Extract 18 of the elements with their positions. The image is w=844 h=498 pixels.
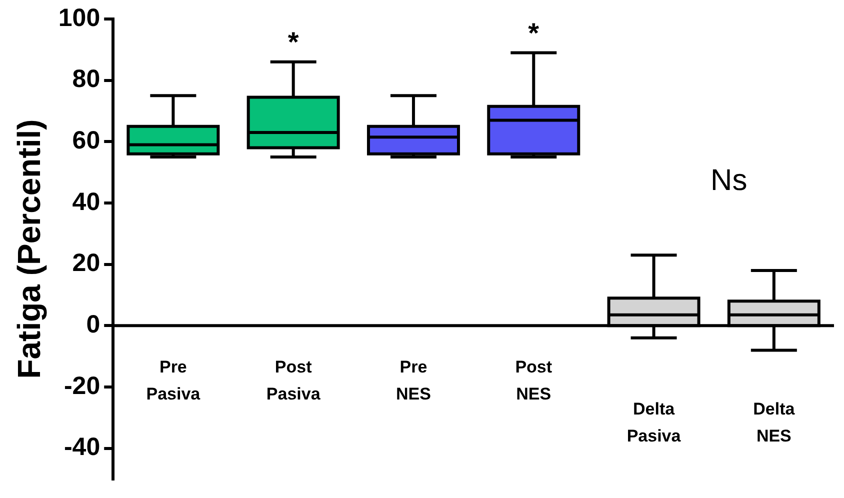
y-tick-label: 100 bbox=[58, 4, 100, 32]
annotation: Ns bbox=[710, 164, 748, 197]
x-tick-label: Post NES bbox=[515, 357, 552, 404]
x-tick-label: Pre NES bbox=[396, 357, 431, 404]
y-tick-label: -40 bbox=[64, 433, 100, 462]
y-tick-label: 60 bbox=[72, 126, 100, 155]
y-tick-label: 0 bbox=[86, 310, 100, 339]
y-tick-label: 20 bbox=[72, 249, 100, 278]
x-tick-label: Pre Pasiva bbox=[146, 357, 201, 404]
x-tick-label: Delta NES bbox=[753, 399, 796, 446]
y-tick-label: 40 bbox=[72, 188, 100, 216]
annotation: * bbox=[528, 17, 540, 48]
y-tick-label: -20 bbox=[64, 372, 100, 400]
annotation: * bbox=[288, 26, 299, 58]
x-tick-label: Delta Pasiva bbox=[626, 399, 682, 446]
x-tick-label: Post Pasiva bbox=[266, 357, 321, 404]
y-axis-title: Fatiga (Percentil) bbox=[11, 119, 48, 379]
y-tick-label: 80 bbox=[72, 65, 100, 94]
